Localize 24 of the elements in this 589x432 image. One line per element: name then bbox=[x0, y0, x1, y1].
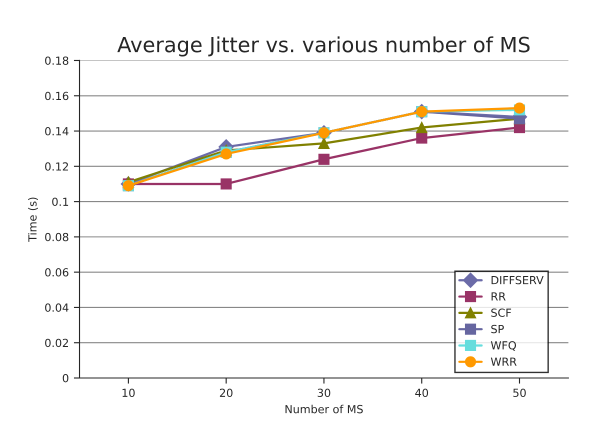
legend-label: SCF bbox=[491, 308, 512, 317]
y-tick-label: 0.12 bbox=[45, 162, 68, 171]
y-tick-label: 0.08 bbox=[45, 232, 68, 242]
y-tick-label: 0 bbox=[62, 374, 68, 382]
y-tick-label: 0.06 bbox=[45, 268, 68, 277]
x-tick-label: 30 bbox=[318, 388, 330, 398]
legend-label: RR bbox=[492, 292, 506, 300]
y-tick-label: 0.02 bbox=[45, 338, 68, 348]
chart-title: Average Jitter vs. various number of MS bbox=[117, 36, 530, 56]
x-tick-label: 10 bbox=[122, 388, 135, 398]
legend-label: SP bbox=[491, 324, 504, 334]
x-tick-label: 20 bbox=[220, 388, 233, 398]
y-tick-label: 0.18 bbox=[45, 56, 68, 65]
legend-label: WRR bbox=[490, 358, 517, 366]
y-tick-label: 0.1 bbox=[52, 198, 68, 206]
x-tick-label: 40 bbox=[415, 388, 428, 398]
y-tick-label: 0.14 bbox=[45, 127, 68, 136]
x-axis-title: Number of MS bbox=[286, 404, 363, 414]
y-axis-title: Time (s) bbox=[28, 198, 38, 242]
x-tick-label: 50 bbox=[513, 388, 526, 398]
legend-label: WFQ bbox=[490, 341, 516, 351]
y-tick-label: 0.04 bbox=[45, 303, 68, 312]
y-tick-label: 0.16 bbox=[45, 92, 68, 100]
legend-label: DIFFSERV bbox=[492, 276, 544, 284]
